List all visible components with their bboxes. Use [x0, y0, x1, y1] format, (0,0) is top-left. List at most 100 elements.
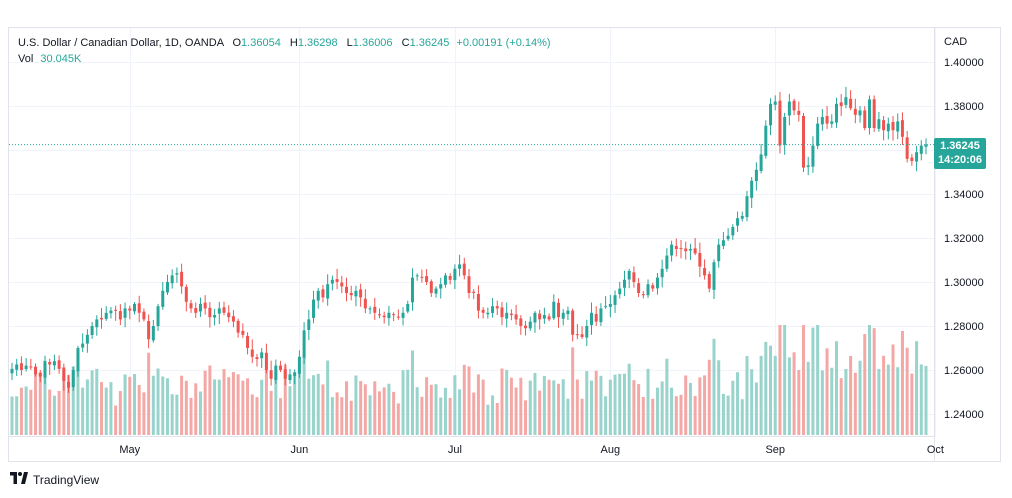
volume-bar-106	[509, 377, 513, 435]
volume-bar-5	[34, 366, 38, 435]
candle-102	[491, 298, 495, 318]
candle-153	[731, 224, 735, 240]
candle-body-47	[231, 316, 235, 322]
volume-bar-178	[849, 355, 853, 435]
candle-12	[67, 374, 71, 393]
candle-body-159	[759, 154, 763, 171]
candle-body-189	[900, 120, 904, 137]
volume-bar-155	[740, 399, 744, 435]
volume-bar-153	[731, 380, 735, 435]
candle-body-88	[425, 276, 429, 282]
candle-body-158	[754, 169, 758, 182]
candle-body-151	[721, 240, 725, 246]
candle-109	[524, 320, 528, 336]
candle-body-25	[128, 308, 132, 311]
footer[interactable]: TradingView	[10, 472, 99, 487]
candle-body-141	[674, 245, 678, 249]
candle-118	[566, 306, 570, 320]
candle-55	[269, 360, 273, 386]
volume-bar-28	[142, 392, 146, 435]
candle-body-81	[392, 314, 396, 316]
x-tick-label-4: Sep	[765, 444, 785, 456]
volume-bar-74	[359, 381, 363, 435]
volume-bar-15	[81, 387, 85, 435]
candle-body-16	[85, 334, 89, 344]
candle-80	[387, 305, 391, 326]
candle-175	[834, 97, 838, 128]
candle-156	[745, 190, 749, 222]
y-tick-label-5: 1.30000	[944, 277, 984, 289]
volume-bar-77	[373, 381, 377, 435]
candle-0	[10, 362, 14, 380]
candle-body-118	[566, 310, 570, 315]
candle-body-116	[557, 302, 561, 318]
candle-163	[778, 91, 782, 154]
candle-body-91	[439, 284, 443, 289]
candle-130	[622, 270, 626, 297]
candle-body-53	[260, 352, 264, 359]
candle-181	[863, 106, 867, 131]
volume-bar-105	[505, 369, 509, 435]
candle-body-184	[877, 119, 881, 129]
low-label: L	[346, 37, 353, 49]
candle-body-30	[151, 326, 155, 341]
candle-body-120	[575, 334, 579, 336]
volume-bar-127	[608, 379, 612, 435]
candle-158	[754, 162, 758, 191]
candle-body-5	[34, 366, 38, 375]
candle-15	[81, 333, 85, 353]
candle-body-10	[57, 360, 61, 369]
candle-body-119	[571, 310, 575, 335]
volume-bar-117	[561, 379, 565, 435]
volume-bar-16	[85, 379, 89, 435]
volume-bar-189	[900, 331, 904, 435]
volume-bar-136	[651, 398, 655, 435]
candle-body-181	[863, 110, 867, 128]
volume-bar-138	[660, 381, 664, 435]
candle-194	[924, 138, 928, 155]
volume-bar-181	[863, 334, 867, 435]
candle-body-59	[288, 374, 292, 381]
volume-bar-144	[688, 382, 692, 435]
candle-119	[571, 308, 575, 342]
candle-37	[184, 284, 188, 312]
candle-141	[674, 238, 678, 257]
volume-bar-177	[844, 369, 848, 435]
candle-10	[57, 355, 61, 374]
candle-body-152	[726, 235, 730, 240]
candle-body-62	[302, 330, 306, 358]
candle-58	[283, 363, 287, 386]
volume-bar-118	[566, 398, 570, 435]
candle-body-43	[213, 315, 217, 318]
candle-body-64	[312, 299, 316, 318]
candle-body-129	[618, 288, 622, 295]
candle-body-177	[844, 97, 848, 105]
candle-106	[509, 309, 513, 321]
volume-bar-145	[693, 396, 697, 435]
candle-94	[453, 264, 457, 290]
candle-body-122	[585, 326, 589, 338]
candle-125	[599, 303, 603, 327]
volume-bar-183	[872, 328, 876, 435]
volume-bar-108	[519, 377, 523, 435]
volume-bar-182	[867, 325, 871, 435]
volume-bar-133	[637, 384, 641, 435]
volume-bar-17	[90, 370, 94, 435]
candle-20	[104, 306, 108, 321]
volume-bar-18	[95, 368, 99, 435]
volume-bar-115	[552, 380, 556, 435]
volume-bar-35	[175, 394, 179, 435]
candle-body-143	[684, 248, 688, 252]
volume-bar-2	[19, 387, 23, 435]
candle-53	[260, 347, 264, 368]
candle-body-167	[797, 110, 801, 115]
candle-31	[156, 303, 160, 331]
volume-bar-56	[274, 372, 278, 435]
candle-body-125	[599, 308, 603, 323]
candle-body-82	[396, 316, 400, 318]
candle-body-182	[867, 99, 871, 129]
candle-body-65	[316, 290, 320, 301]
volume-bar-81	[392, 391, 396, 435]
candle-116	[557, 298, 561, 328]
